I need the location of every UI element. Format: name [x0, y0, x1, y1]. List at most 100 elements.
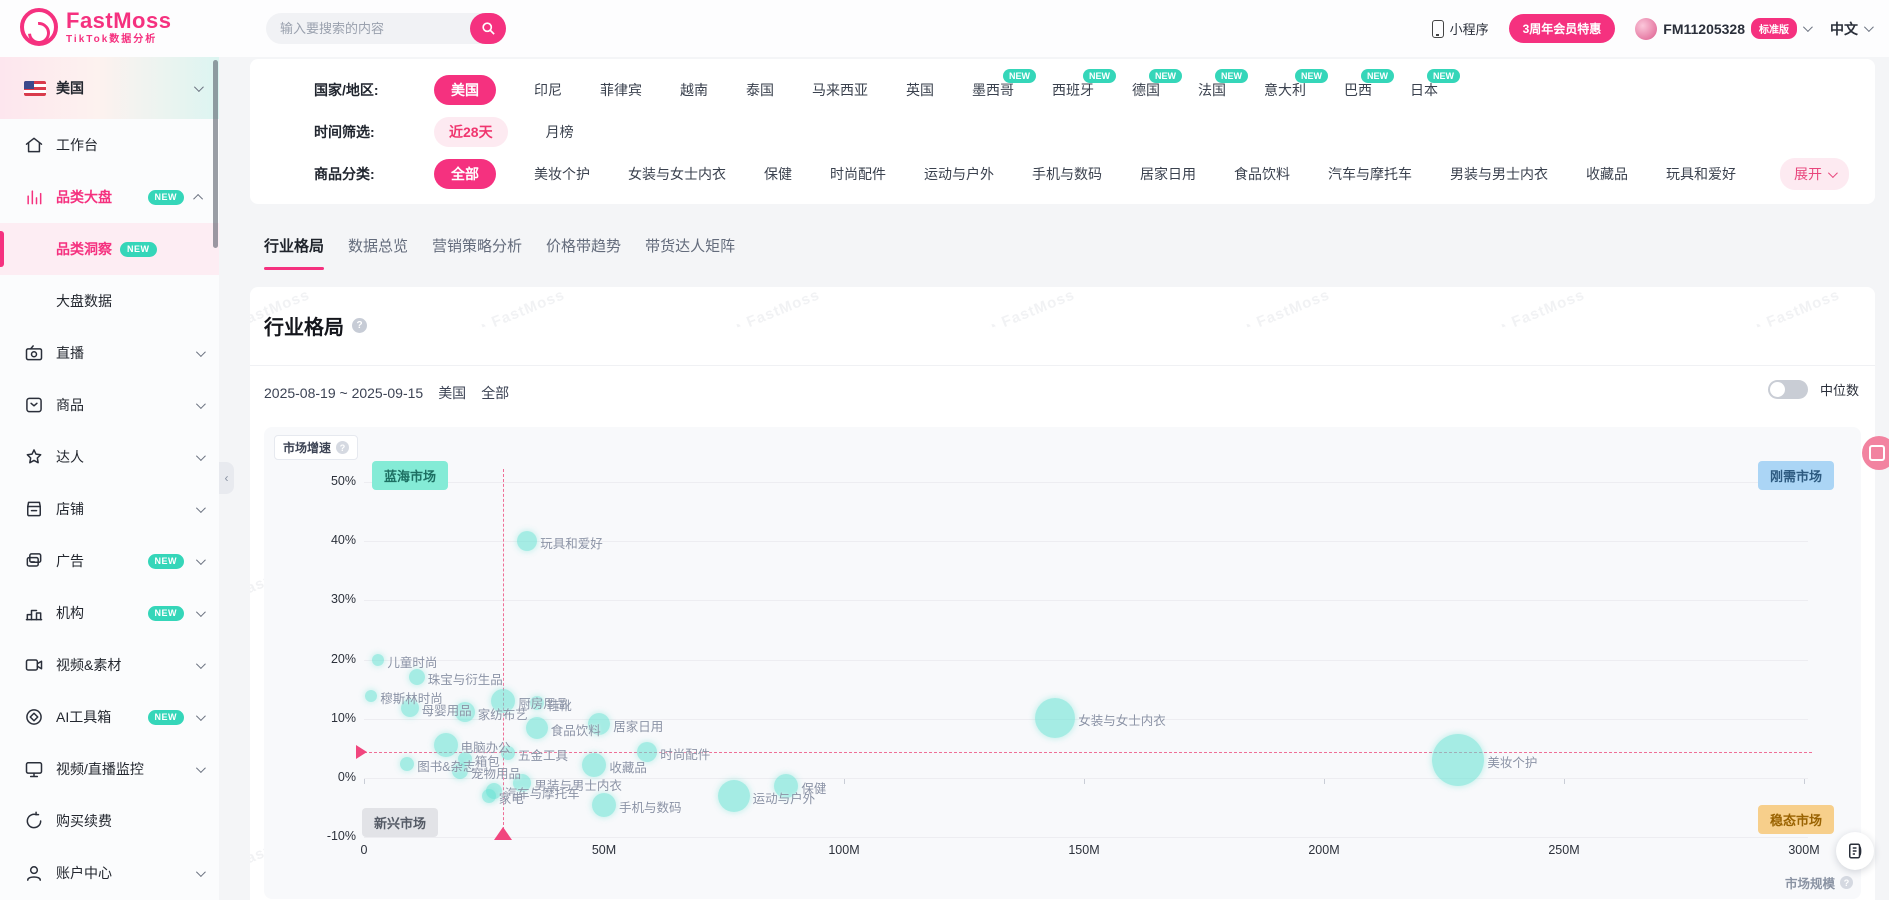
filter-option-玩具和爱好[interactable]: 玩具和爱好 [1666, 166, 1736, 182]
filter-option-菲律宾[interactable]: 菲律宾 [600, 82, 642, 98]
language-selector[interactable]: 中文 [1830, 19, 1874, 39]
sidebar-subitem-大盘数据[interactable]: 大盘数据 [0, 275, 219, 327]
watermark: ◔ FastMoss [1495, 287, 1588, 337]
sidebar-item-视频/直播监控[interactable]: 视频/直播监控 [0, 743, 219, 795]
watermark: ◔ FastMoss [475, 287, 568, 337]
chart-bubble-手机与数码[interactable] [592, 793, 616, 818]
sidebar-item-账户中心[interactable]: 账户中心 [0, 847, 219, 899]
reference-marker-left[interactable] [356, 744, 367, 759]
filter-option-德国[interactable]: 德国 NEW [1132, 69, 1182, 100]
chart-bubble-五金工具[interactable] [501, 746, 515, 761]
filter-option-法国[interactable]: 法国 NEW [1198, 69, 1248, 100]
help-icon[interactable]: ? [352, 318, 367, 333]
chart-bubble-运动与户外[interactable] [717, 779, 750, 812]
help-icon[interactable]: ? [336, 441, 350, 454]
sidebar-item-AI工具箱[interactable]: AI工具箱 NEW [0, 691, 219, 743]
report-float-button[interactable] [1836, 832, 1874, 870]
chart-bubble-厨房用品[interactable] [491, 689, 516, 714]
filter-option-墨西哥[interactable]: 墨西哥 NEW [972, 69, 1036, 100]
filter-option-日本[interactable]: 日本 NEW [1410, 69, 1460, 100]
gridline [364, 837, 1808, 839]
tab-价格带趋势[interactable]: 价格带趋势 [546, 238, 622, 255]
chart-bubble-穆斯林时尚[interactable] [365, 690, 378, 703]
chart-bubble-家电[interactable] [481, 788, 496, 803]
tab-行业格局[interactable]: 行业格局 [264, 235, 325, 270]
sidebar-item-店铺[interactable]: 店铺 [0, 483, 219, 535]
chart-bubble-箱包[interactable] [457, 752, 472, 767]
chart-bubble-家纺布艺[interactable] [454, 701, 475, 722]
chart-bubble-时尚配件[interactable] [637, 741, 658, 762]
chart-bubble-玩具和爱好[interactable] [517, 531, 538, 552]
expand-button[interactable]: 展开 [1780, 158, 1849, 190]
chart-bubble-图书&杂志[interactable] [400, 756, 415, 771]
sidebar-country-selector[interactable]: 美国 [0, 57, 219, 119]
chart-bubble-儿童时尚[interactable] [372, 653, 385, 666]
tab-营销策略分析[interactable]: 营销策略分析 [432, 238, 523, 255]
chart-bubble-电脑办公[interactable] [433, 733, 458, 758]
filter-option-意大利[interactable]: 意大利 NEW [1264, 69, 1328, 100]
sidebar-item-机构[interactable]: 机构 NEW [0, 587, 219, 639]
median-toggle[interactable] [1768, 380, 1808, 399]
chart-bubble-女装与女士内衣[interactable] [1035, 697, 1076, 738]
help-icon[interactable]: ? [1840, 876, 1853, 889]
sidebar-subitem-品类洞察[interactable]: 品类洞察 NEW [0, 223, 219, 275]
filter-option-越南[interactable]: 越南 [680, 82, 708, 98]
chart-bubble-食品饮料[interactable] [525, 717, 548, 740]
sidebar-item-广告[interactable]: 广告 NEW [0, 535, 219, 587]
filter-option-收藏品[interactable]: 收藏品 [1586, 166, 1628, 182]
search-input[interactable] [266, 21, 470, 36]
filter-option-美国[interactable]: 美国 [434, 75, 496, 105]
axis-tick [844, 779, 845, 784]
filter-option-巴西[interactable]: 巴西 NEW [1344, 69, 1394, 100]
sidebar-item-达人[interactable]: 达人 [0, 431, 219, 483]
sidebar-scrollbar[interactable] [213, 60, 218, 248]
y-axis-label: 10% [330, 710, 356, 725]
filter-option-手机与数码[interactable]: 手机与数码 [1032, 166, 1102, 182]
filter-option-印尼[interactable]: 印尼 [534, 82, 562, 98]
tab-数据总览[interactable]: 数据总览 [348, 238, 409, 255]
sidebar-collapse-handle[interactable]: ‹ [219, 462, 234, 494]
filter-option-时尚配件[interactable]: 时尚配件 [830, 166, 886, 182]
reference-marker-bottom[interactable] [494, 827, 513, 840]
sidebar-item-品类大盘[interactable]: 品类大盘 NEW [0, 171, 219, 223]
filter-option-西班牙[interactable]: 西班牙 NEW [1052, 69, 1116, 100]
sidebar-item-视频&素材[interactable]: 视频&素材 [0, 639, 219, 691]
chart-bubble-保健[interactable] [774, 773, 799, 798]
filter-option-食品饮料[interactable]: 食品饮料 [1234, 166, 1290, 182]
filter-option-泰国[interactable]: 泰国 [746, 82, 774, 98]
sidebar-item-label: 账户中心 [56, 865, 112, 881]
sidebar-item-工作台[interactable]: 工作台 [0, 119, 219, 171]
sidebar-item-直播[interactable]: 直播 [0, 327, 219, 379]
filter-option-全部[interactable]: 全部 [434, 159, 496, 189]
sidebar-item-label: AI工具箱 [56, 709, 112, 725]
chart-bubble-居家日用[interactable] [588, 712, 611, 735]
floating-promo-bubble[interactable] [1862, 436, 1889, 470]
chart-bubble-珠宝与衍生品[interactable] [408, 669, 425, 686]
chart-bubble-收藏品[interactable] [582, 752, 607, 777]
user-menu[interactable]: FM11205328 标准版 [1635, 17, 1813, 40]
filter-option-居家日用[interactable]: 居家日用 [1140, 166, 1196, 182]
chart-bubble-美妆个护[interactable] [1432, 734, 1485, 787]
promo-button[interactable]: 3周年会员特惠 [1508, 14, 1616, 43]
chart-bubble-母婴用品[interactable] [400, 699, 419, 718]
filter-option-男装与男士内衣[interactable]: 男装与男士内衣 [1450, 166, 1548, 182]
filter-option-近28天[interactable]: 近28天 [434, 117, 508, 147]
app-logo[interactable]: FastMoss TikTok数据分析 [20, 8, 171, 46]
sidebar-item-商品[interactable]: 商品 [0, 379, 219, 431]
filter-option-马来西亚[interactable]: 马来西亚 [812, 82, 868, 98]
chart-bubble-男装与男士内衣[interactable] [513, 774, 532, 793]
axis-tick [1804, 779, 1805, 784]
filter-option-运动与户外[interactable]: 运动与户外 [924, 166, 994, 182]
filter-option-美妆个护[interactable]: 美妆个护 [534, 166, 590, 182]
search-button[interactable] [470, 13, 506, 44]
filter-option-女装与女士内衣[interactable]: 女装与女士内衣 [628, 166, 726, 182]
filter-option-月榜[interactable]: 月榜 [545, 124, 574, 140]
chart-bubble-鞋靴[interactable] [529, 696, 544, 711]
sidebar-item-购买续费[interactable]: 购买续费 [0, 795, 219, 847]
filter-option-英国[interactable]: 英国 [906, 82, 934, 98]
chart-bubble-宠物用品[interactable] [452, 762, 468, 779]
filter-option-汽车与摩托车[interactable]: 汽车与摩托车 [1328, 166, 1412, 182]
tab-带货达人矩阵[interactable]: 带货达人矩阵 [645, 238, 736, 255]
mini-program-link[interactable]: 小程序 [1431, 19, 1489, 38]
filter-option-保健[interactable]: 保健 [764, 166, 792, 182]
